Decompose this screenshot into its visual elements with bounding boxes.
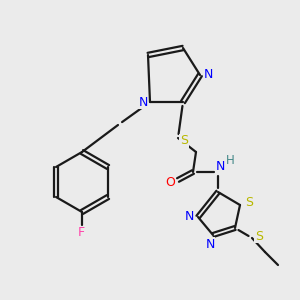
- Text: H: H: [226, 154, 234, 166]
- Text: N: N: [203, 68, 213, 80]
- Text: O: O: [165, 176, 175, 188]
- Text: N: N: [138, 95, 148, 109]
- Text: S: S: [180, 134, 188, 148]
- Text: N: N: [184, 211, 194, 224]
- Text: F: F: [77, 226, 85, 239]
- Text: S: S: [255, 230, 263, 242]
- Text: N: N: [215, 160, 225, 173]
- Text: S: S: [245, 196, 253, 209]
- Text: N: N: [205, 238, 215, 250]
